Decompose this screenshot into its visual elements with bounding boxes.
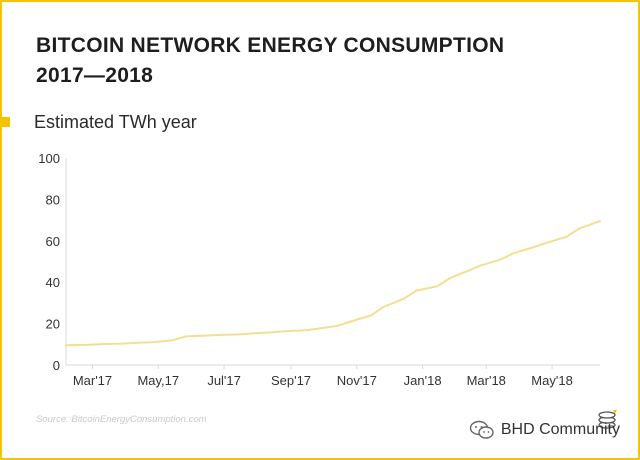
wechat-chat-icon [469,420,494,439]
title-line-2: 2017—2018 [36,64,154,87]
x-tick-label: May'18 [531,373,573,388]
watermark: BHD Community [469,420,620,440]
x-tick-label: Mar'18 [467,373,506,388]
x-tick-label: Sep'17 [271,373,311,388]
series-line-estimated-twh [65,220,601,347]
legend-label: Estimated TWh year [34,111,197,132]
y-tick-label: 100 [38,151,60,166]
page-title: BITCOIN NETWORK ENERGY CONSUMPTION 2017—… [36,31,504,91]
source-note: Source: BitcoinEnergyConsumption.com [36,414,207,425]
x-tick-label: Jul'17 [207,373,241,388]
y-tick-label: 80 [46,192,60,207]
y-tick-label: 40 [46,275,60,290]
coin-stack-icon [598,410,617,429]
watermark-text: BHD Community [500,421,620,438]
x-tick-label: Mar'17 [73,373,112,388]
y-tick-label: 60 [46,234,60,249]
legend: Estimated TWh year [0,110,197,134]
legend-swatch [0,117,10,127]
y-tick-label: 20 [46,317,60,332]
x-tick-label: May,17 [137,373,179,388]
x-tick-label: Nov'17 [337,373,377,388]
title-line-1: BITCOIN NETWORK ENERGY CONSUMPTION [36,34,505,57]
y-tick-label: 0 [53,358,60,373]
line-chart: 0 20 40 60 80 100 Mar'17 May,17 Jul'17 Sep'17 Nov'… [38,151,601,388]
x-tick-label: Jan'18 [404,373,442,388]
